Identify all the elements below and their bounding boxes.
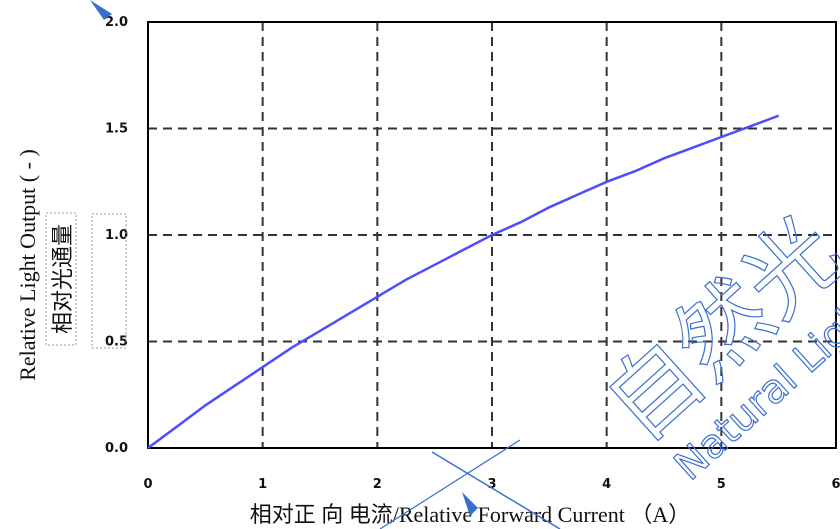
- x-tick-labels: 0 1 2 3 4 5 6: [143, 477, 840, 492]
- x-tick-label: 0: [143, 477, 152, 492]
- y-tick-label: 0.0: [105, 441, 128, 456]
- y-axis-label-cn: 相对光通量: [50, 224, 75, 334]
- x-tick-label: 4: [602, 477, 611, 492]
- x-tick-label: 1: [258, 477, 267, 492]
- x-tick-label: 5: [717, 477, 726, 492]
- watermark: 自然光 Natural Light: [90, 0, 840, 529]
- y-tick-label: 2.0: [105, 15, 128, 30]
- watermark-stroke: [431, 451, 561, 529]
- plot-frame: [147, 21, 837, 449]
- y-tick-label: 0.5: [105, 335, 128, 350]
- x-tick-label: 3: [487, 477, 496, 492]
- y-axis-label: Relative Light Output ( - ): [15, 149, 40, 381]
- x-tick-label: 2: [373, 477, 382, 492]
- ylabel-cn-box: [45, 212, 77, 346]
- watermark-pen-mark: [90, 0, 112, 20]
- watermark-stroke: [379, 439, 521, 529]
- y-tick-label: 1.0: [105, 228, 128, 243]
- y-tick-labels: 0.0 0.5 1.0 1.5 2.0: [105, 15, 128, 456]
- y-tick-label: 1.5: [105, 122, 128, 137]
- x-tick-label: 6: [831, 477, 840, 492]
- ytick-box-1: [91, 213, 127, 349]
- watermark-pen-mark: [462, 492, 478, 516]
- series-line: [147, 114, 780, 450]
